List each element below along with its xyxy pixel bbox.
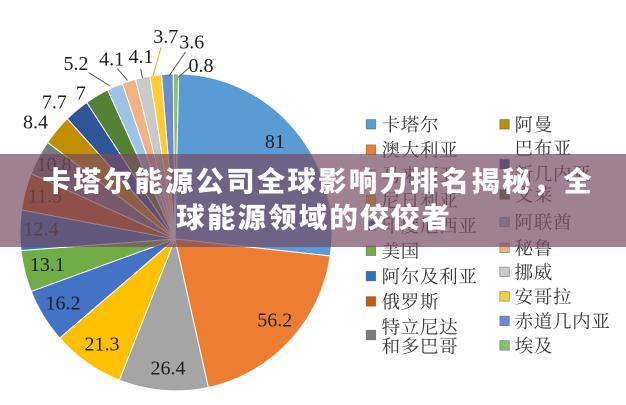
svg-text:21.3: 21.3	[85, 334, 120, 356]
svg-text:26.4: 26.4	[151, 358, 186, 380]
svg-text:0.8: 0.8	[189, 55, 214, 77]
svg-text:56.2: 56.2	[257, 309, 292, 331]
svg-text:7.7: 7.7	[42, 91, 67, 113]
svg-text:81: 81	[265, 131, 285, 153]
svg-text:8.4: 8.4	[23, 112, 48, 134]
svg-text:13.1: 13.1	[30, 254, 65, 276]
svg-text:3.6: 3.6	[179, 32, 204, 54]
svg-text:5.2: 5.2	[64, 53, 89, 75]
svg-text:7: 7	[76, 83, 86, 105]
svg-text:16.2: 16.2	[46, 293, 81, 315]
svg-text:3.7: 3.7	[153, 26, 178, 48]
svg-text:4.1: 4.1	[129, 46, 154, 68]
svg-text:4.1: 4.1	[99, 49, 124, 71]
